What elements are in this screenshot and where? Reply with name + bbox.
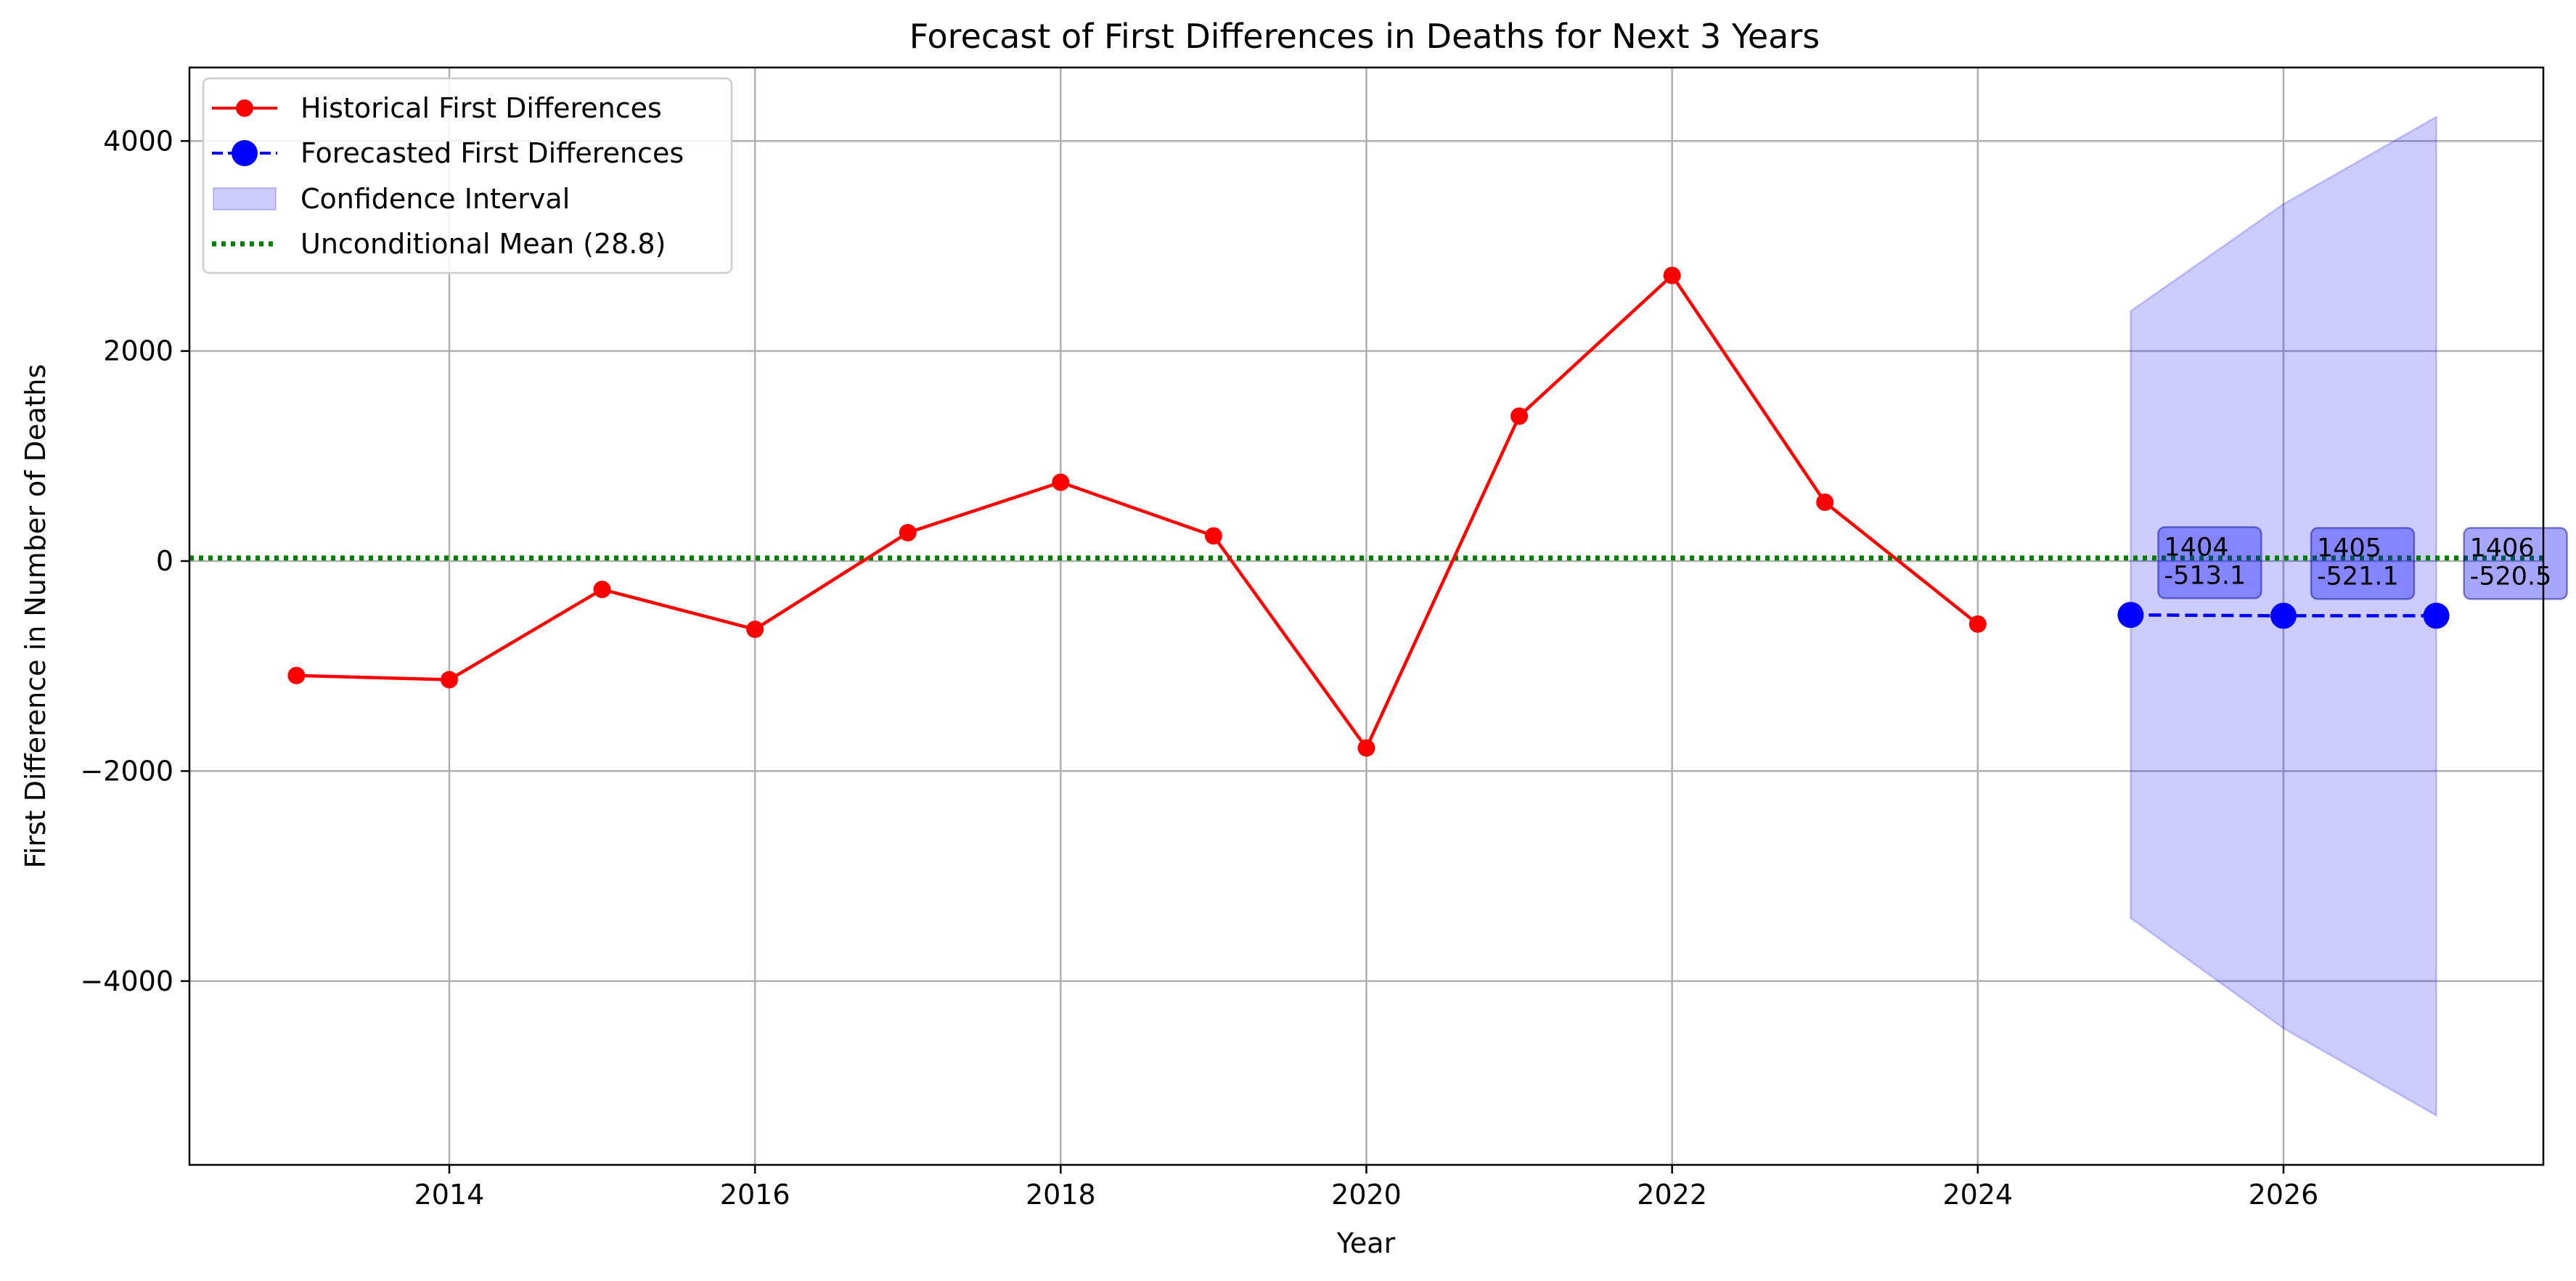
historical-point — [899, 523, 917, 541]
y-axis-label: First Difference in Number of Deaths — [20, 364, 52, 869]
historical-point — [287, 666, 306, 684]
historical-point — [1510, 407, 1529, 425]
annotation-value: -520.5 — [2470, 562, 2552, 591]
annotation-value: -521.1 — [2317, 562, 2399, 591]
historical-point — [1663, 266, 1681, 285]
chart-title: Forecast of First Differences in Deaths … — [909, 17, 1820, 56]
historical-point — [746, 621, 764, 639]
forecast-annotation: 1404-513.1 — [2157, 526, 2262, 599]
annotation-label: 1405 — [2317, 533, 2381, 562]
forecast-annotation: 1406-520.5 — [2463, 527, 2568, 600]
historical-point — [593, 581, 611, 599]
x-tick-label: 2018 — [1026, 1179, 1096, 1211]
legend-swatch-confidence — [213, 187, 277, 210]
y-axis-ticks: −4000 −2000 0 2000 4000 — [80, 125, 189, 997]
legend-item-confidence: Confidence Interval — [213, 183, 570, 215]
legend-item-historical: Historical First Differences — [212, 92, 662, 124]
legend: Historical First Differences Forecasted … — [202, 77, 733, 274]
x-axis-ticks: 2014 2016 2018 2020 2022 2024 2026 — [414, 1165, 2319, 1211]
annotation-label: 1404 — [2164, 533, 2228, 562]
annotation-box — [2157, 526, 2262, 599]
forecast-point — [2423, 602, 2450, 629]
annotation-label: 1406 — [2470, 533, 2535, 562]
historical-point — [1052, 473, 1070, 491]
legend-label-confidence: Confidence Interval — [300, 183, 570, 215]
x-tick-label: 2014 — [414, 1179, 485, 1211]
historical-series-line — [296, 273, 1979, 752]
y-tick-label: 2000 — [103, 335, 173, 367]
legend-box — [202, 77, 733, 274]
legend-label-mean: Unconditional Mean (28.8) — [300, 228, 666, 260]
y-tick-label: −4000 — [80, 965, 173, 997]
historical-point — [1816, 494, 1834, 512]
y-tick-label: 0 — [156, 545, 173, 577]
historical-point — [1357, 739, 1375, 757]
x-tick-label: 2026 — [2249, 1179, 2319, 1211]
series-lines — [287, 266, 2450, 757]
legend-marker-forecast — [232, 140, 258, 166]
x-tick-label: 2024 — [1942, 1179, 2013, 1211]
forecast-annotations: 1404-513.1 1405-521.1 1406-520.5 — [2157, 526, 2568, 600]
x-tick-label: 2020 — [1331, 1179, 1402, 1211]
y-tick-label: −2000 — [80, 755, 173, 787]
forecast-annotation: 1405-521.1 — [2310, 527, 2416, 600]
legend-label-historical: Historical First Differences — [300, 92, 662, 124]
x-tick-label: 2016 — [720, 1179, 790, 1211]
annotation-value: -513.1 — [2164, 561, 2246, 590]
y-tick-label: 4000 — [103, 125, 173, 157]
legend-item-mean: Unconditional Mean (28.8) — [212, 228, 666, 260]
annotation-box — [2463, 527, 2568, 600]
forecast-point — [2270, 602, 2297, 629]
annotation-box — [2310, 527, 2416, 600]
historical-point — [440, 671, 458, 689]
x-axis-label: Year — [1336, 1227, 1396, 1259]
historical-point — [1204, 527, 1222, 545]
legend-label-forecast: Forecasted First Differences — [300, 137, 684, 169]
forecast-point — [2117, 602, 2144, 629]
legend-marker-historical — [236, 99, 253, 117]
legend-item-forecast: Forecasted First Differences — [212, 137, 684, 169]
x-tick-label: 2022 — [1637, 1179, 1707, 1211]
historical-point — [1968, 615, 1987, 633]
